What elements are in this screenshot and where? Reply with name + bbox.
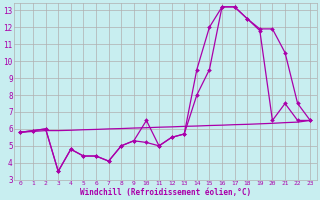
X-axis label: Windchill (Refroidissement éolien,°C): Windchill (Refroidissement éolien,°C) [80, 188, 251, 197]
